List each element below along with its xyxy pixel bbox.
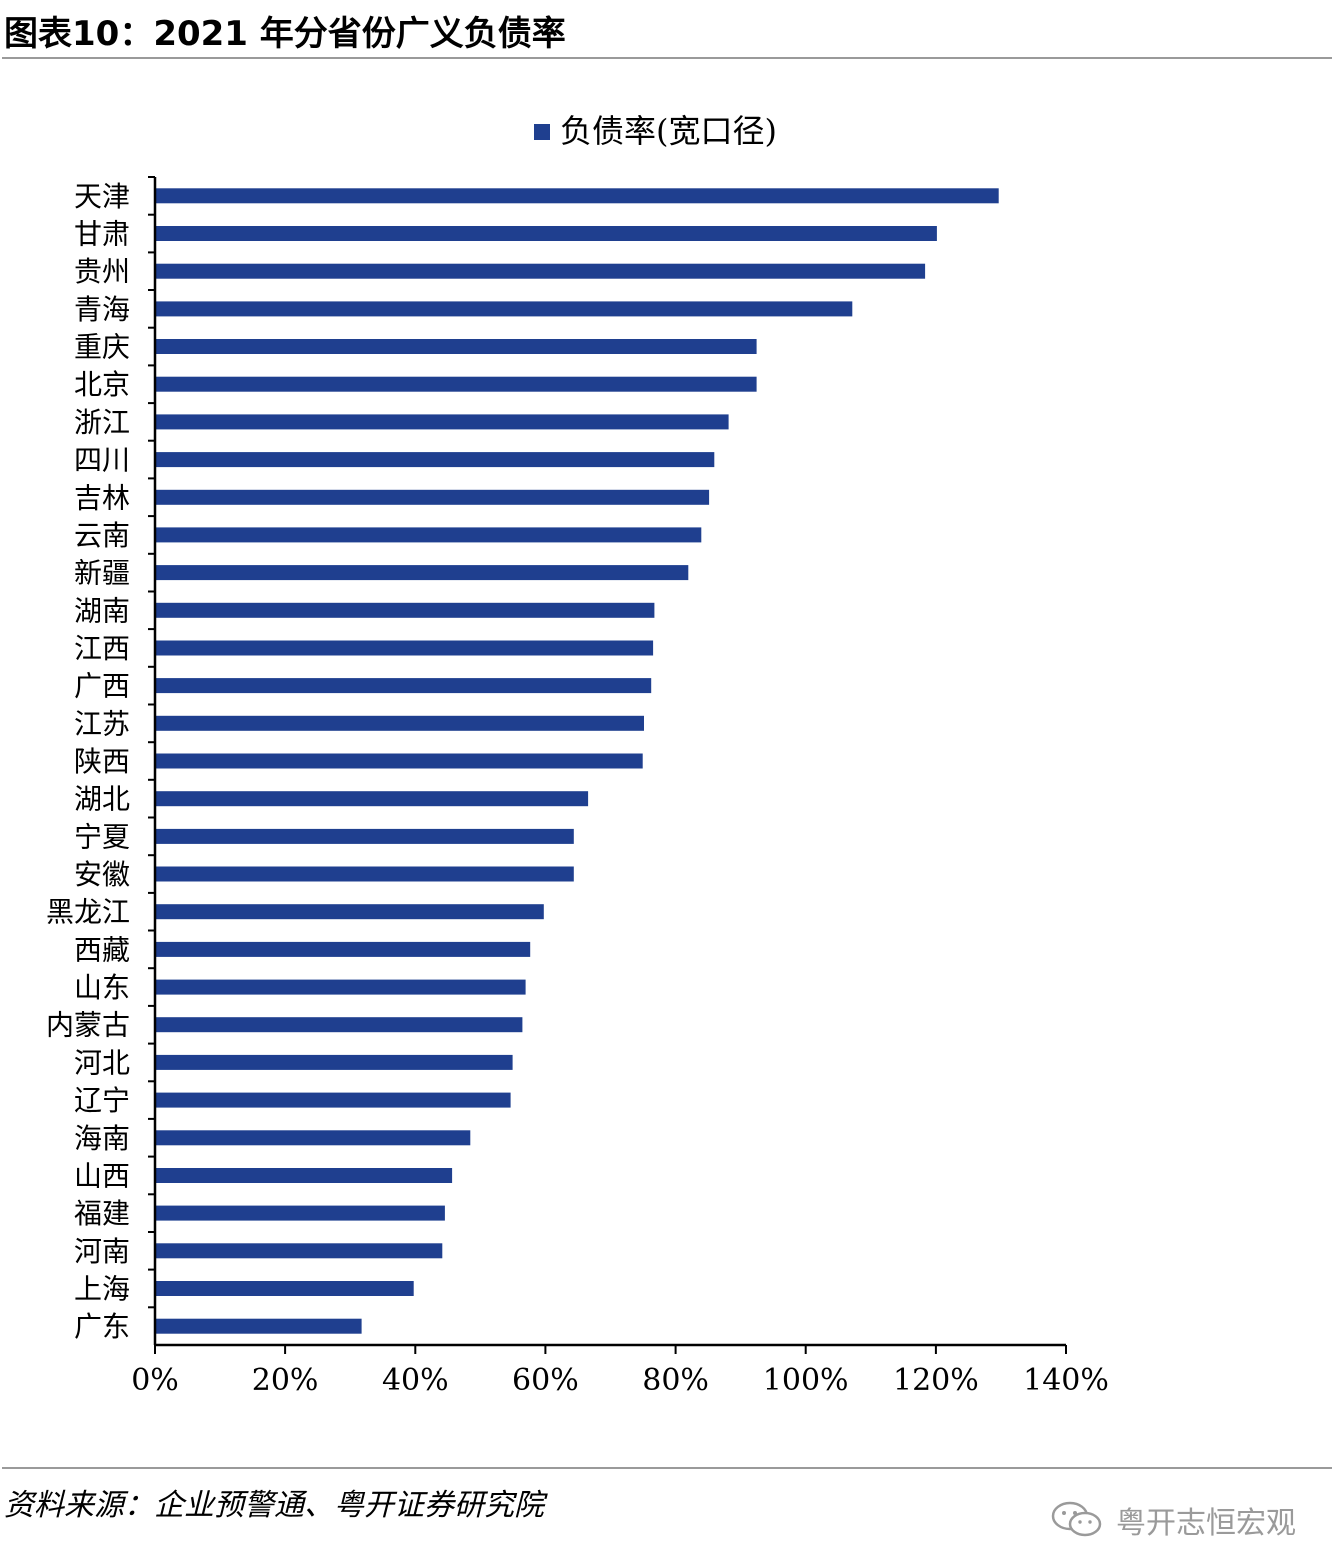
category-label: 湖南 [74, 594, 130, 627]
category-label: 安徽 [74, 858, 130, 891]
x-tick-label: 40% [382, 1363, 449, 1398]
category-label: 宁夏 [74, 820, 130, 853]
bottom-rule [2, 1467, 1332, 1469]
category-label: 浙江 [74, 406, 130, 439]
category-label: 青海 [74, 293, 130, 326]
category-label: 陕西 [74, 745, 130, 778]
x-tick-label: 60% [512, 1363, 579, 1398]
x-tick-label: 100% [763, 1363, 849, 1398]
category-label: 山东 [74, 971, 130, 1004]
bar-广西 [156, 678, 652, 694]
bar-云南 [156, 527, 702, 543]
bar-宁夏 [156, 828, 574, 844]
category-label: 海南 [74, 1122, 130, 1155]
category-label: 甘肃 [74, 218, 130, 251]
bar-上海 [156, 1281, 414, 1296]
category-label: 江西 [74, 632, 130, 665]
bar-河北 [156, 1054, 513, 1070]
category-label: 上海 [74, 1273, 130, 1306]
category-label: 河北 [74, 1046, 130, 1079]
legend-swatch [534, 124, 550, 140]
bar-湖北 [156, 791, 589, 807]
category-label: 内蒙古 [46, 1009, 130, 1042]
bar-吉林 [156, 489, 710, 505]
category-label: 四川 [74, 444, 130, 477]
category-label: 西藏 [74, 933, 130, 966]
bar-黑龙江 [156, 904, 544, 920]
bar-甘肃 [156, 226, 937, 241]
bar-河南 [156, 1243, 443, 1259]
category-label: 贵州 [74, 255, 130, 288]
x-tick-label: 20% [252, 1363, 319, 1398]
bar-浙江 [156, 414, 729, 430]
category-label: 云南 [74, 519, 130, 552]
category-label: 吉林 [74, 481, 130, 514]
bar-海南 [156, 1130, 471, 1146]
bar-江西 [156, 640, 654, 656]
top-rule [2, 57, 1332, 59]
chart-legend: 负债率(宽口径) [534, 112, 777, 150]
x-tick-label: 120% [893, 1363, 979, 1398]
wechat-icon [1051, 1501, 1102, 1537]
x-tick-label: 140% [1023, 1363, 1109, 1398]
category-label: 新疆 [74, 557, 130, 590]
bar-辽宁 [156, 1092, 511, 1108]
x-tick-label: 80% [642, 1363, 709, 1398]
figure-title: 图表10：2021 年分省份广义负债率 [4, 14, 566, 54]
bar-四川 [156, 452, 715, 468]
bar-新疆 [156, 565, 689, 581]
bars-group [156, 188, 999, 1334]
axes [148, 176, 1066, 1347]
x-axis-ticks: 0% 20% 40% 60% 80% 100% 120% 140% [131, 1345, 1109, 1398]
category-label: 山西 [74, 1160, 130, 1193]
bar-安徽 [156, 866, 574, 882]
category-label: 辽宁 [74, 1084, 130, 1117]
bar-山东 [156, 979, 526, 995]
category-label: 重庆 [74, 331, 130, 364]
x-tick-label: 0% [131, 1363, 179, 1398]
bar-江苏 [156, 715, 644, 731]
category-label: 江苏 [74, 707, 130, 740]
category-labels: 天津甘肃贵州青海重庆北京浙江四川吉林云南新疆湖南江西广西江苏陕西湖北宁夏安徽黑龙… [46, 180, 130, 1343]
bar-西藏 [156, 941, 531, 957]
bar-福建 [156, 1205, 445, 1221]
category-label: 广西 [74, 670, 130, 703]
bar-内蒙古 [156, 1017, 523, 1033]
watermark: 粤开志恒宏观 [1050, 1498, 1296, 1542]
category-label: 天津 [74, 180, 130, 213]
bar-山西 [156, 1168, 453, 1183]
bar-北京 [156, 376, 757, 392]
category-label: 黑龙江 [46, 896, 130, 929]
bar-重庆 [156, 339, 757, 354]
bar-陕西 [156, 753, 643, 769]
bar-天津 [156, 188, 999, 204]
category-label: 福建 [74, 1197, 130, 1230]
bar-广东 [156, 1318, 362, 1334]
legend-label: 负债率(宽口径) [560, 112, 777, 150]
bar-chart: 负债率(宽口径) 天津甘肃贵州青海重庆北京浙江四川吉林云南新疆湖南江西广西江苏陕… [46, 112, 1109, 1398]
bar-青海 [156, 301, 853, 317]
category-label: 河南 [74, 1235, 130, 1268]
source-note: 资料来源：企业预警通、粤开证券研究院 [4, 1488, 544, 1523]
category-label: 北京 [74, 368, 130, 401]
category-label: 广东 [74, 1310, 130, 1343]
bar-湖南 [156, 602, 655, 618]
bar-贵州 [156, 263, 926, 279]
watermark-text: 粤开志恒宏观 [1116, 1506, 1296, 1541]
category-label: 湖北 [74, 783, 130, 816]
